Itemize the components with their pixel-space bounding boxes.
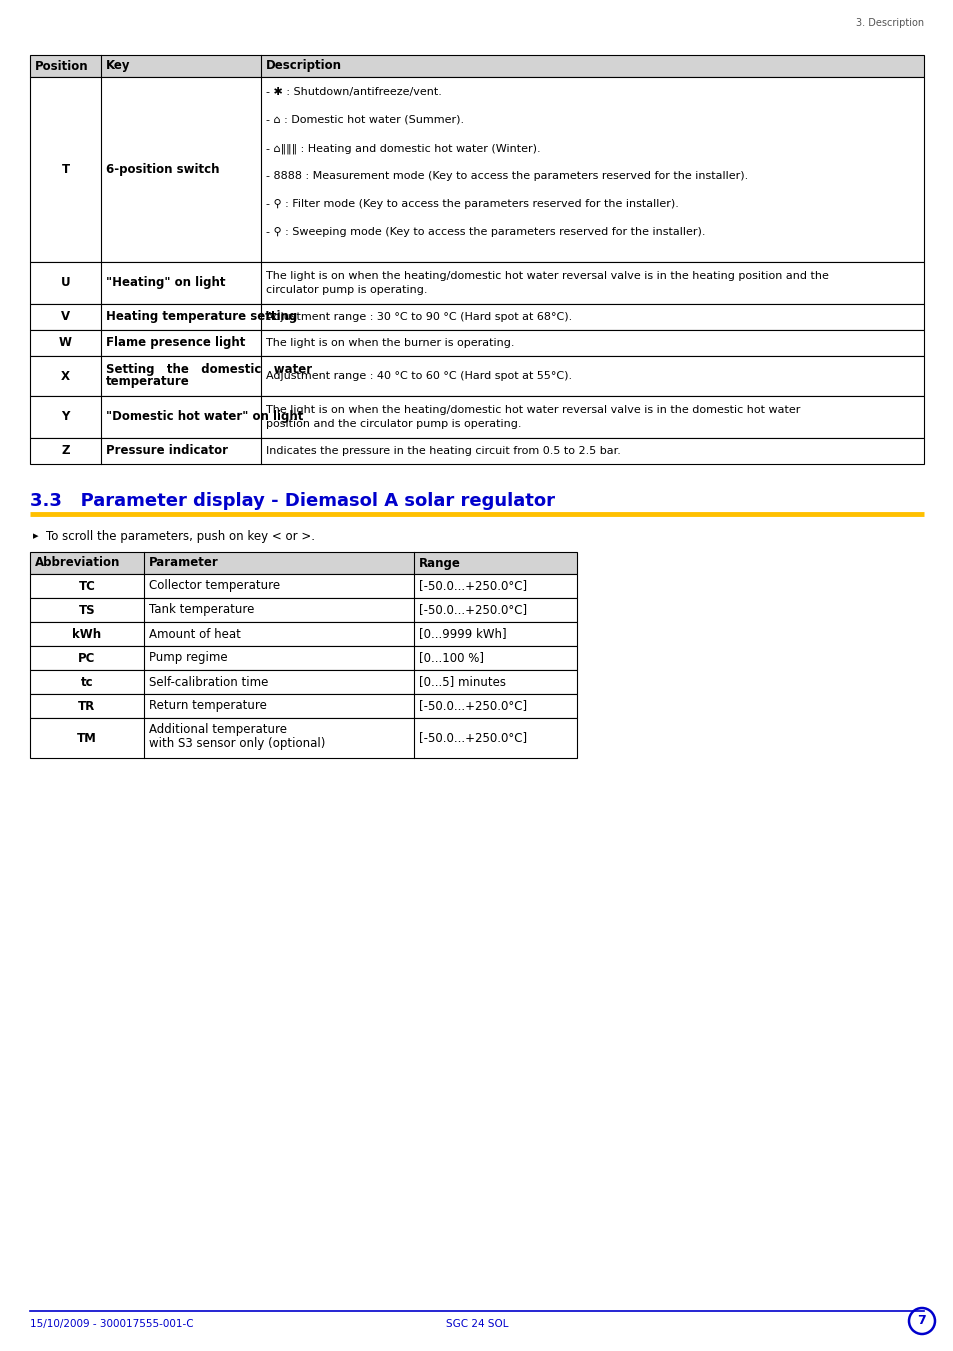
Text: Additional temperature: Additional temperature (149, 724, 287, 736)
Text: [0...5] minutes: [0...5] minutes (418, 676, 505, 689)
Bar (30, 77, 923, 262)
Text: TR: TR (78, 700, 95, 712)
Text: TM: TM (77, 731, 97, 744)
Bar (30, 330, 923, 357)
Text: V: V (61, 311, 70, 323)
Text: Amount of heat: Amount of heat (149, 627, 240, 640)
Text: circulator pump is operating.: circulator pump is operating. (266, 285, 427, 295)
Text: Y: Y (61, 411, 70, 423)
Text: [-50.0...+250.0°C]: [-50.0...+250.0°C] (418, 580, 527, 593)
Text: Parameter: Parameter (149, 557, 218, 570)
Text: Tank temperature: Tank temperature (149, 604, 254, 616)
Text: ▸: ▸ (33, 531, 38, 540)
Text: - ⌂‖‖‖ : Heating and domestic hot water (Winter).: - ⌂‖‖‖ : Heating and domestic hot water … (266, 143, 540, 154)
Text: X: X (61, 370, 70, 382)
Bar (30, 670, 577, 694)
Bar (30, 574, 577, 598)
Text: TC: TC (78, 580, 95, 593)
Bar (30, 304, 923, 330)
Text: Description: Description (266, 59, 341, 73)
Bar (30, 553, 577, 574)
Circle shape (908, 1308, 934, 1333)
Text: Adjustment range : 40 °C to 60 °C (Hard spot at 55°C).: Adjustment range : 40 °C to 60 °C (Hard … (266, 372, 572, 381)
Text: The light is on when the heating/domestic hot water reversal valve is in the dom: The light is on when the heating/domesti… (266, 405, 800, 415)
Bar (30, 396, 923, 438)
Text: 3.3   Parameter display - Diemasol A solar regulator: 3.3 Parameter display - Diemasol A solar… (30, 492, 555, 509)
Text: SGC 24 SOL: SGC 24 SOL (445, 1319, 508, 1329)
Bar (30, 621, 577, 646)
Text: [0...100 %]: [0...100 %] (418, 651, 483, 665)
Text: Z: Z (61, 444, 70, 458)
Text: 6-position switch: 6-position switch (106, 162, 219, 176)
Text: W: W (59, 336, 71, 350)
Text: Pump regime: Pump regime (149, 651, 228, 665)
Text: - ⚲ : Filter mode (Key to access the parameters reserved for the installer).: - ⚲ : Filter mode (Key to access the par… (266, 199, 679, 209)
Bar (30, 357, 923, 396)
Text: kWh: kWh (72, 627, 101, 640)
Text: Indicates the pressure in the heating circuit from 0.5 to 2.5 bar.: Indicates the pressure in the heating ci… (266, 446, 620, 457)
Text: Collector temperature: Collector temperature (149, 580, 280, 593)
Text: Key: Key (106, 59, 131, 73)
Text: Self-calibration time: Self-calibration time (149, 676, 268, 689)
Bar (30, 598, 577, 621)
Text: - ✱ : Shutdown/antifreeze/vent.: - ✱ : Shutdown/antifreeze/vent. (266, 86, 441, 97)
Text: Abbreviation: Abbreviation (35, 557, 120, 570)
Text: 7: 7 (917, 1315, 925, 1328)
Text: [-50.0...+250.0°C]: [-50.0...+250.0°C] (418, 700, 527, 712)
Text: Flame presence light: Flame presence light (106, 336, 245, 349)
Text: Range: Range (418, 557, 460, 570)
Text: Position: Position (35, 59, 89, 73)
Text: The light is on when the heating/domestic hot water reversal valve is in the hea: The light is on when the heating/domesti… (266, 272, 828, 281)
Text: Return temperature: Return temperature (149, 700, 267, 712)
Text: U: U (61, 277, 71, 289)
Bar (30, 438, 923, 463)
Bar (30, 646, 577, 670)
Bar (30, 694, 577, 717)
Text: - ⌂ : Domestic hot water (Summer).: - ⌂ : Domestic hot water (Summer). (266, 115, 464, 126)
Text: [-50.0...+250.0°C]: [-50.0...+250.0°C] (418, 604, 527, 616)
Text: PC: PC (78, 651, 95, 665)
Text: Setting   the   domestic   water: Setting the domestic water (106, 362, 312, 376)
Text: T: T (61, 163, 70, 176)
Text: TS: TS (78, 604, 95, 616)
Text: Pressure indicator: Pressure indicator (106, 444, 228, 457)
Text: 15/10/2009 - 300017555-001-C: 15/10/2009 - 300017555-001-C (30, 1319, 193, 1329)
Text: The light is on when the burner is operating.: The light is on when the burner is opera… (266, 338, 514, 349)
Text: with S3 sensor only (optional): with S3 sensor only (optional) (149, 738, 325, 751)
Text: - 8888 : Measurement mode (Key to access the parameters reserved for the install: - 8888 : Measurement mode (Key to access… (266, 172, 747, 181)
Text: [-50.0...+250.0°C]: [-50.0...+250.0°C] (418, 731, 527, 744)
Text: position and the circulator pump is operating.: position and the circulator pump is oper… (266, 419, 521, 430)
Text: To scroll the parameters, push on key < or >.: To scroll the parameters, push on key < … (46, 530, 314, 543)
Bar (30, 55, 923, 77)
Text: Adjustment range : 30 °C to 90 °C (Hard spot at 68°C).: Adjustment range : 30 °C to 90 °C (Hard … (266, 312, 572, 322)
Text: tc: tc (81, 676, 93, 689)
Text: - ⚲ : Sweeping mode (Key to access the parameters reserved for the installer).: - ⚲ : Sweeping mode (Key to access the p… (266, 227, 705, 236)
Text: "Domestic hot water" on light: "Domestic hot water" on light (106, 409, 303, 423)
Text: Heating temperature setting: Heating temperature setting (106, 309, 297, 323)
Text: temperature: temperature (106, 376, 190, 389)
Bar (30, 262, 923, 304)
Text: "Heating" on light: "Heating" on light (106, 276, 225, 289)
Text: 3. Description: 3. Description (855, 18, 923, 28)
Bar (30, 717, 577, 758)
Text: [0...9999 kWh]: [0...9999 kWh] (418, 627, 506, 640)
